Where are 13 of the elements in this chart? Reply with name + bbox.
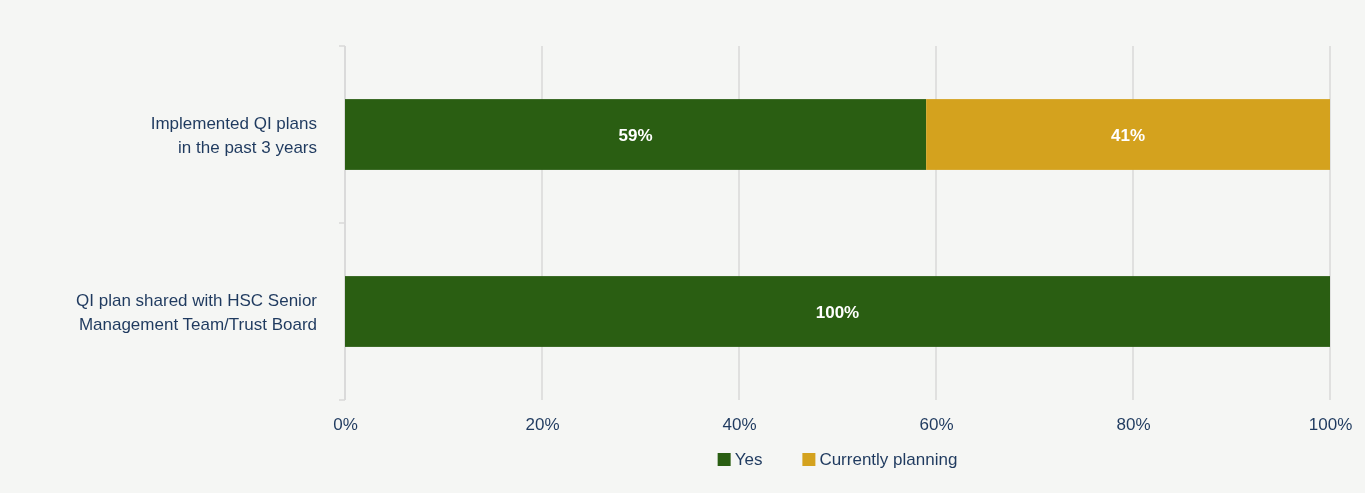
data-label: 100%	[815, 302, 860, 322]
legend-label: Yes	[734, 450, 763, 469]
legend-label: Currently planning	[819, 450, 958, 469]
y-tick-label: Implemented QI plans in the past 3 years	[150, 113, 317, 157]
x-tick-label: 80%	[1116, 415, 1151, 435]
x-tick-label: 40%	[722, 415, 757, 435]
x-tick-label: 100%	[1308, 415, 1353, 435]
x-tick-label: 60%	[919, 415, 954, 435]
x-tick-label: 20%	[525, 415, 560, 435]
data-label: 59%	[618, 125, 653, 145]
data-label: 41%	[1111, 125, 1146, 145]
y-tick-label: QI plan shared with HSC Senior Management Team/Trust Board	[76, 290, 318, 334]
x-tick-label: 0%	[333, 415, 358, 435]
